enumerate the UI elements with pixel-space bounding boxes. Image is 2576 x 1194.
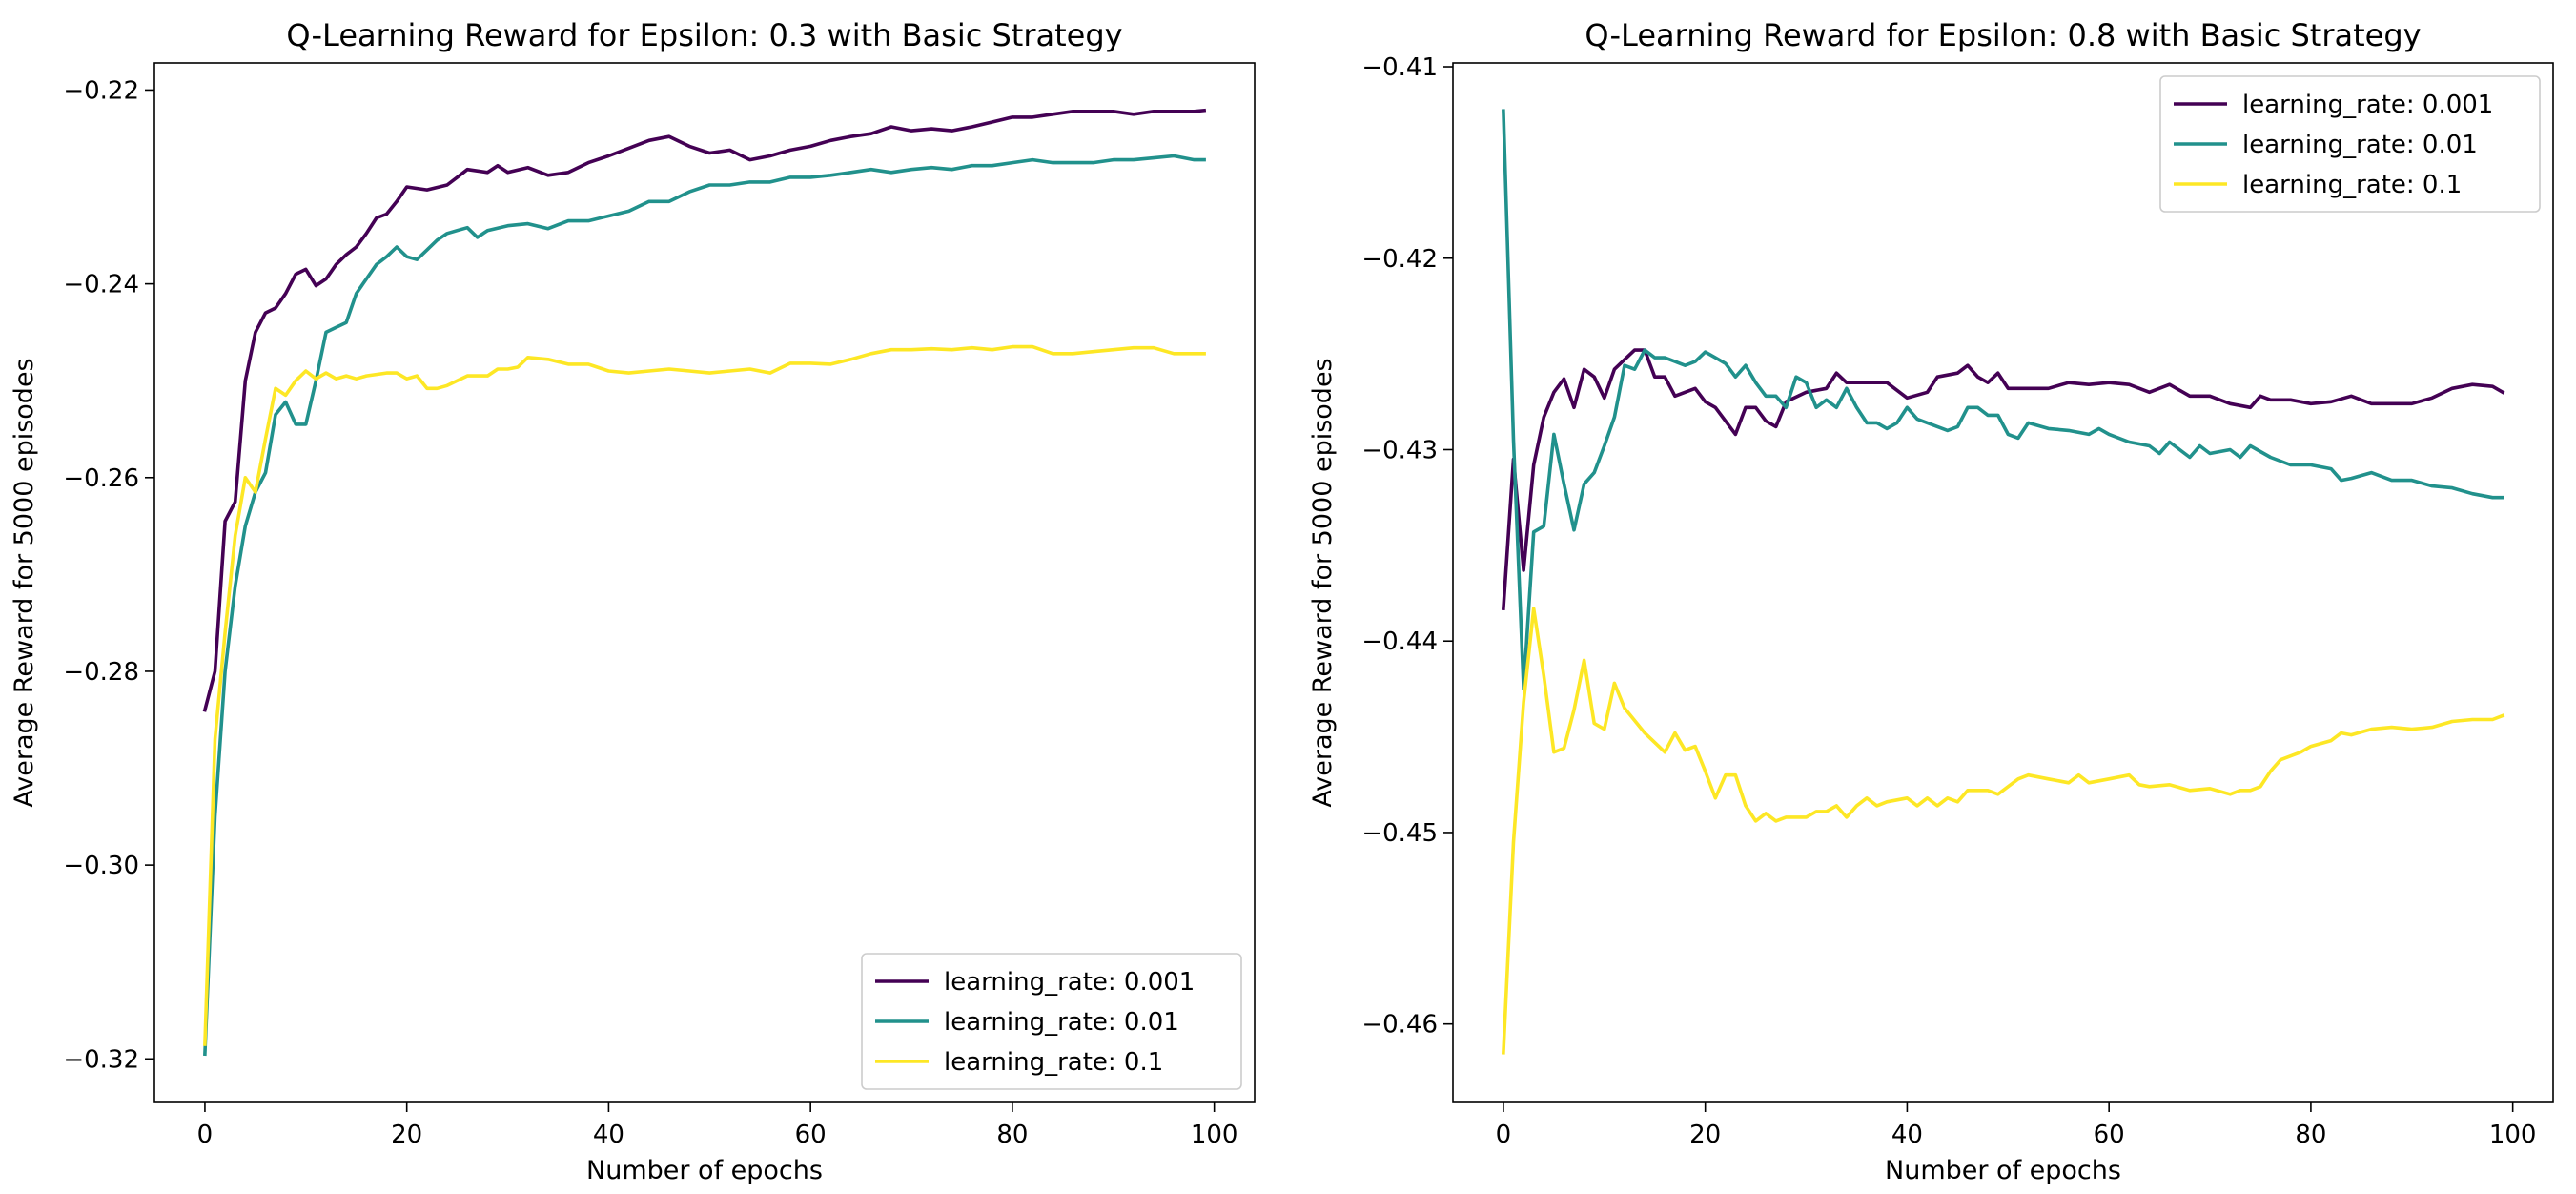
y-tick-label: −0.45 — [1361, 819, 1438, 848]
chart-title: Q-Learning Reward for Epsilon: 0.3 with … — [286, 17, 1122, 53]
x-tick-label: 100 — [2489, 1121, 2537, 1149]
chart-title: Q-Learning Reward for Epsilon: 0.8 with … — [1584, 17, 2421, 53]
legend-entry: learning_rate: 0.001 — [944, 968, 1195, 997]
legend-box — [861, 953, 1242, 1090]
series-line-1 — [1502, 109, 2504, 691]
x-tick-label: 80 — [996, 1121, 1028, 1149]
subplot-epsilon-0-8: Q-Learning Reward for Epsilon: 0.8 with … — [1308, 17, 2554, 1185]
x-axis-label: Number of epochs — [586, 1156, 823, 1185]
series-line-1 — [203, 154, 1206, 1057]
y-tick-label: −0.44 — [1361, 628, 1438, 656]
legend-box — [2159, 75, 2541, 213]
series-line-0 — [202, 108, 1207, 712]
y-axis-label: Average Reward for 5000 episodes — [10, 358, 39, 807]
x-tick-label: 20 — [391, 1121, 422, 1149]
y-tick-label: −0.41 — [1361, 53, 1438, 82]
x-tick-label: 60 — [2094, 1121, 2125, 1149]
x-tick-label: 40 — [593, 1121, 624, 1149]
legend-entry: learning_rate: 0.1 — [2242, 171, 2462, 199]
x-tick-label: 0 — [1496, 1121, 1512, 1149]
x-tick-label: 60 — [795, 1121, 827, 1149]
legend: learning_rate: 0.001 learning_rate: 0.01 l… — [2159, 75, 2541, 213]
series-line-0 — [1501, 348, 2505, 611]
x-tick-label: 100 — [1191, 1121, 1238, 1149]
x-tick-label: 40 — [1891, 1121, 1923, 1149]
x-axis-label: Number of epochs — [1885, 1156, 2121, 1185]
x-tick-label: 20 — [1689, 1121, 1721, 1149]
legend-entry: learning_rate: 0.1 — [944, 1048, 1163, 1077]
x-tick-label: 80 — [2295, 1121, 2326, 1149]
x-tick-label: 0 — [197, 1121, 214, 1149]
y-tick-label: −0.28 — [63, 658, 139, 687]
y-tick-label: −0.22 — [63, 76, 139, 105]
y-tick-label: −0.42 — [1361, 245, 1438, 274]
y-tick-label: −0.32 — [63, 1045, 139, 1074]
y-tick-label: −0.24 — [63, 271, 139, 299]
legend-entry: learning_rate: 0.01 — [2242, 131, 2478, 159]
series-line-2 — [203, 344, 1206, 1046]
y-axis-label: Average Reward for 5000 episodes — [1308, 358, 1338, 807]
y-tick-label: −0.43 — [1361, 436, 1438, 464]
axes-frame — [1452, 62, 2554, 1103]
legend: learning_rate: 0.001 learning_rate: 0.01 l… — [861, 953, 1242, 1090]
legend-entry: learning_rate: 0.01 — [944, 1008, 1179, 1037]
y-tick-label: −0.30 — [63, 852, 139, 880]
subplot-epsilon-0-3: Q-Learning Reward for Epsilon: 0.3 with … — [10, 17, 1256, 1185]
y-tick-label: −0.46 — [1361, 1011, 1438, 1040]
series-line-2 — [1502, 607, 2505, 1055]
legend-entry: learning_rate: 0.001 — [2242, 91, 2493, 119]
axes-frame — [153, 62, 1256, 1103]
y-tick-label: −0.26 — [63, 464, 139, 493]
